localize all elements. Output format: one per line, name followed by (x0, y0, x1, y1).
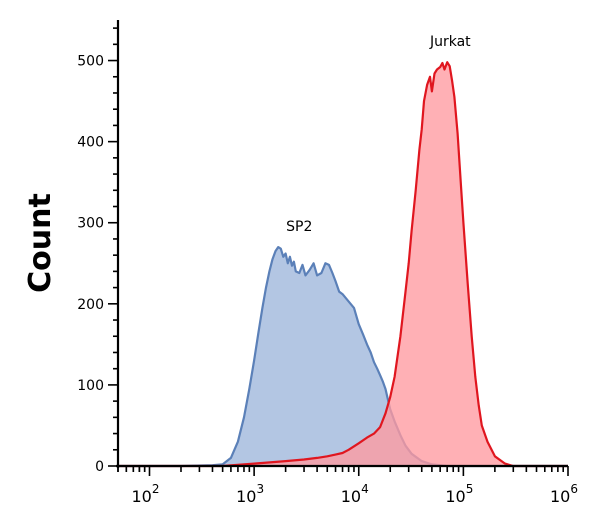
series-jurkat-line (118, 61, 568, 468)
y-tick-label: 500 (77, 54, 104, 70)
x-tick-label: 102 (131, 482, 159, 506)
y-tick-label: 400 (77, 135, 104, 151)
series-label-sp2: SP2 (286, 219, 312, 235)
x-tick-label: 104 (341, 482, 369, 506)
x-tick-label: 106 (550, 482, 578, 506)
x-tick-label: 103 (236, 482, 264, 506)
y-tick-label: 0 (95, 459, 104, 475)
x-tick-exponent: 4 (361, 482, 369, 496)
y-tick-label: 200 (77, 297, 104, 313)
x-tick-exponent: 2 (152, 482, 160, 496)
x-tick-label: 105 (445, 482, 473, 506)
series-label-jurkat: Jurkat (429, 34, 471, 50)
series-sp2-area (118, 247, 568, 466)
series-jurkat-area (118, 62, 568, 466)
y-tick-label: 100 (77, 378, 104, 394)
x-tick-exponent: 3 (256, 482, 264, 496)
y-axis-title: Count (23, 193, 58, 293)
series-layer (118, 61, 568, 468)
axes-layer (108, 20, 569, 476)
labels-layer: 0 100 200 300 400 500 102 103 104 105 106 Count SP2 J… (23, 34, 578, 506)
x-tick-exponent: 6 (570, 482, 578, 496)
series-sp2-line (118, 246, 568, 468)
x-tick-exponent: 5 (466, 482, 474, 496)
y-tick-label: 300 (77, 216, 104, 232)
